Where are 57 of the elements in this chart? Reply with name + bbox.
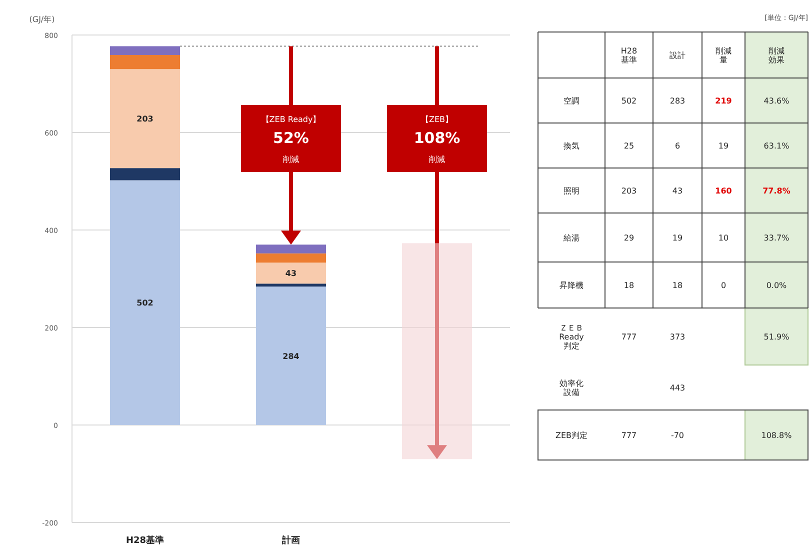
text: 換気 [564,142,580,150]
y-axis-title: (GJ/年) [29,15,55,24]
text: 219 [715,96,732,106]
data-label: 284 [282,352,300,361]
text: 19 [718,142,729,150]
text: 10 [718,234,729,242]
text: 203 [621,186,637,196]
annotation: 【ZEB Ready】 52% 削減 [261,115,321,164]
text: 設計 [670,51,686,60]
text: 削減量 [716,46,732,65]
data-label: 203 [136,114,154,124]
bar [256,244,326,254]
text: 373 [670,332,686,342]
text: 43 [672,186,683,196]
text: 502 [621,96,637,106]
text: -70 [670,431,684,440]
data-label: 502 [136,298,154,308]
text: 29 [624,234,634,242]
bar [256,262,326,284]
text: 43.6% [764,96,790,106]
text: H28基準 [620,46,638,65]
bar [110,180,180,425]
text: 777 [621,332,637,342]
text: 108.8% [761,431,792,440]
text: 25 [624,142,634,150]
text: 51.9% [764,332,790,342]
text: 77.8% [762,186,790,196]
text: ZEB判定 [555,431,588,440]
text: 給湯 [562,234,580,242]
text: 0 [720,281,726,290]
text: 0.0% [766,281,788,290]
x-tick-label: 計画 [281,535,300,546]
text: 18 [624,281,634,290]
text: 効率化設備 [560,378,584,398]
annotation: 【ZEB】 108% 削減 [414,115,460,164]
text: 443 [670,384,686,392]
bar [110,54,180,70]
bar [110,46,180,55]
text: 63.1% [764,142,790,150]
text: 昇降機 [560,281,584,290]
text: 削減効果 [768,46,784,65]
text: 照明 [564,186,580,196]
bar [110,168,180,180]
bar [110,69,180,168]
text: 19 [672,234,683,242]
text: 777 [621,431,637,440]
text: 6 [674,142,680,150]
text: 283 [670,96,686,106]
bar [256,253,326,263]
bar [256,286,326,425]
text: 33.7% [764,234,790,242]
bar [256,284,326,287]
data-label: 43 [285,269,297,278]
text: ＺＥＢ Ready判定 [559,323,584,351]
text: 160 [715,186,732,196]
text: 18 [672,281,683,290]
text: 空調 [564,96,580,106]
